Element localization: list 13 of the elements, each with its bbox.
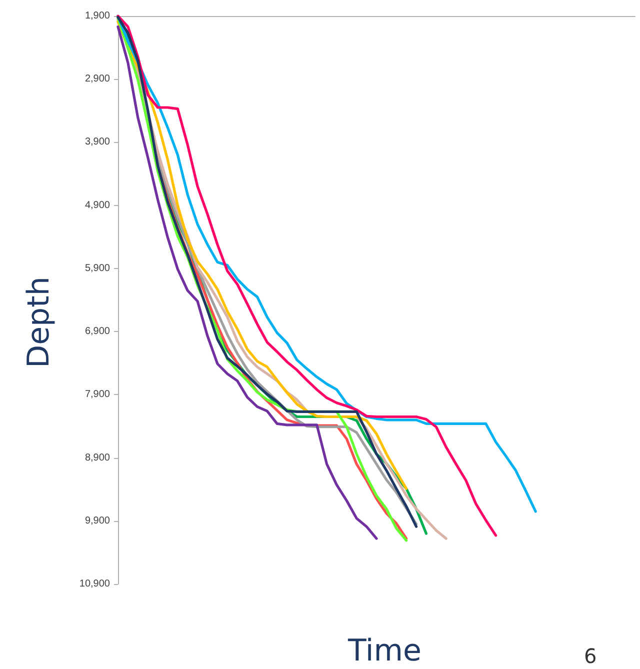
y-tick-label: 2,900 [84,74,110,85]
y-tick-label: 4,900 [84,200,110,211]
y-tick-label: 5,900 [84,262,110,274]
x-axis-title: Time [347,634,422,668]
y-tick-label: 1,900 [84,10,110,22]
y-tick-label: 3,900 [84,136,110,148]
y-tick-label: 6,900 [84,326,110,338]
y-tick-label: 9,900 [84,515,110,526]
y-axis-title: Depth [22,276,56,368]
y-tick-label: 7,900 [84,389,110,400]
y-tick-label: 10,900 [79,578,110,590]
y-tick-label: 8,900 [84,452,110,464]
text: 6 [584,644,597,668]
